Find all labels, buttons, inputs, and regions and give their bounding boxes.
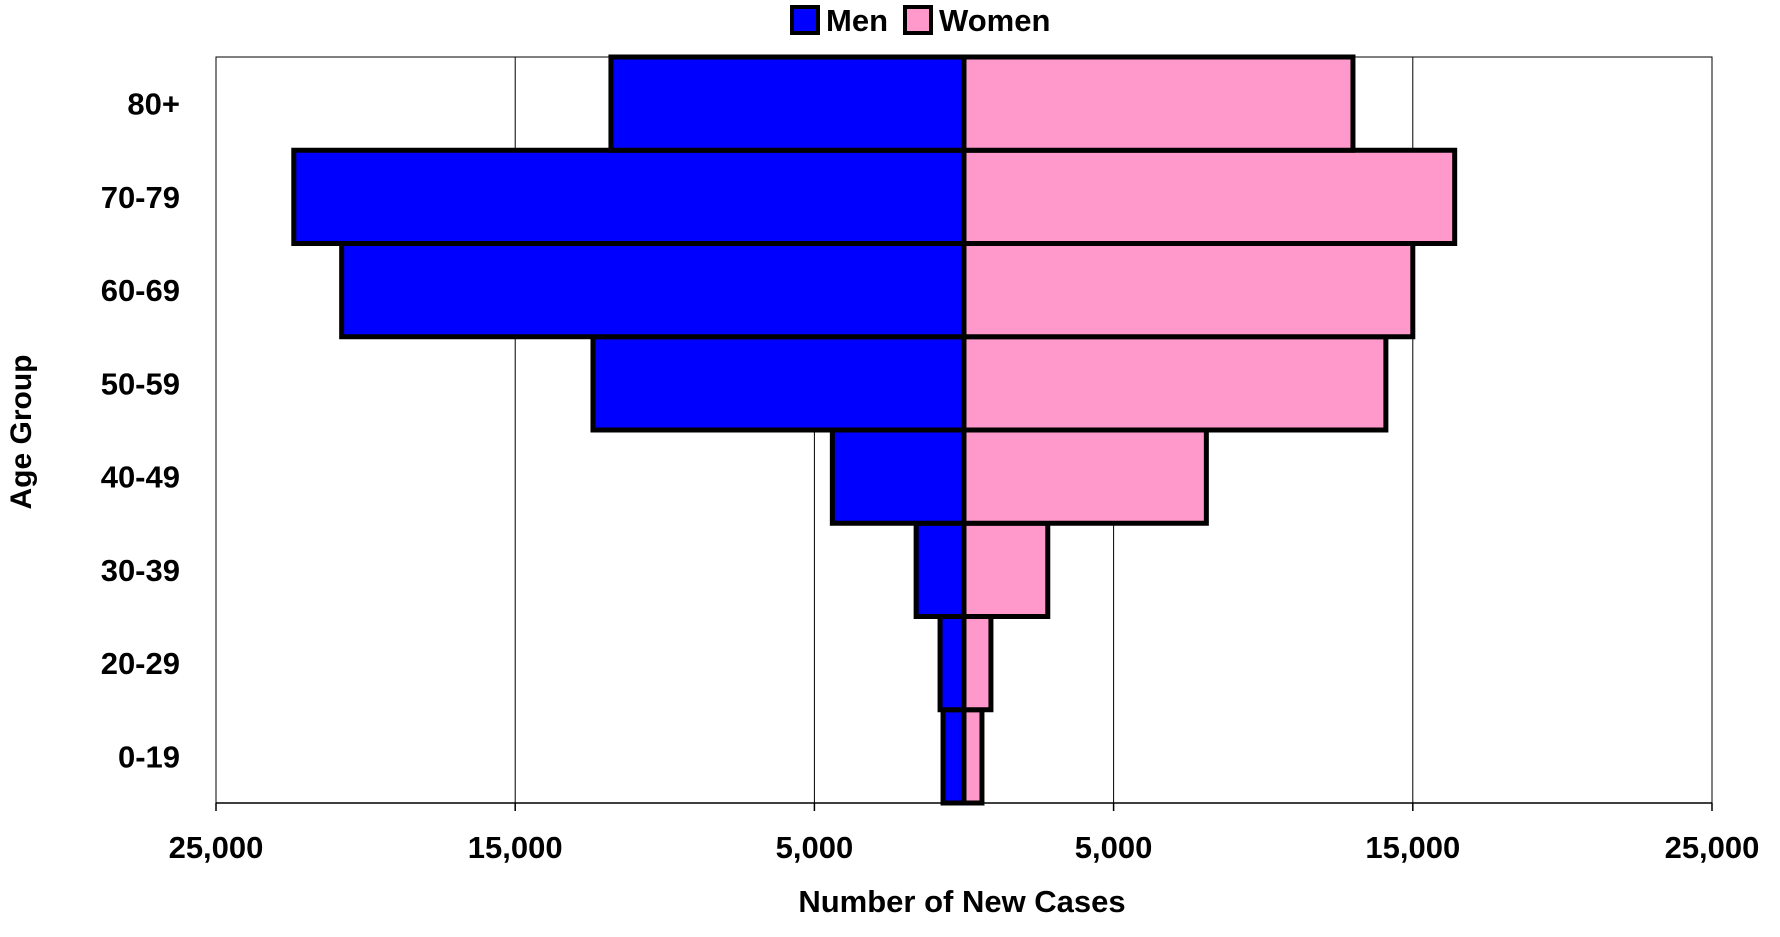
bar-women-20-29: [961, 614, 994, 713]
x-tick-label: 5,000: [776, 830, 854, 865]
bar-women-70-79: [961, 147, 1458, 246]
bar-men-30-39: [913, 520, 967, 619]
bar-men-60-69: [339, 241, 967, 340]
y-tick-labels: 0-19 20-29 30-39 40-49 50-59 60-69 70-79 80+: [101, 87, 180, 775]
legend-swatch-women: [903, 5, 933, 35]
y-tick-label: 20-29: [101, 646, 180, 681]
bar-women-0-19: [961, 707, 985, 806]
legend-swatch-men: [790, 5, 820, 35]
y-tick-label: 80+: [127, 87, 180, 122]
y-tick-label: 60-69: [101, 273, 180, 308]
y-tick-label: 0-19: [118, 739, 180, 774]
bar-men-50-59: [590, 334, 967, 433]
bar-women-40-49: [961, 427, 1209, 526]
x-axis-label: Number of New Cases: [798, 884, 1125, 919]
x-tick-label: 15,000: [468, 830, 563, 865]
bar-men-0-19: [940, 707, 967, 806]
bar-men-20-29: [937, 614, 967, 713]
bar-men-80+: [608, 54, 967, 153]
bar-women-80+: [961, 54, 1356, 153]
y-tick-label: 30-39: [101, 553, 180, 588]
bar-men-70-79: [291, 147, 967, 246]
axes: [215, 802, 1713, 811]
y-tick-label: 50-59: [101, 366, 180, 401]
bar-women-60-69: [961, 241, 1416, 340]
x-tick-label: 25,000: [169, 830, 264, 865]
x-tick-label: 15,000: [1365, 830, 1460, 865]
bars: [291, 54, 1458, 806]
bar-women-50-59: [961, 334, 1389, 433]
bar-men-40-49: [829, 427, 967, 526]
y-tick-label: 40-49: [101, 460, 180, 495]
legend: Men Women: [790, 3, 1050, 38]
legend-label-men: Men: [826, 3, 888, 38]
legend-label-women: Women: [939, 3, 1050, 38]
x-tick-label: 5,000: [1075, 830, 1153, 865]
y-tick-label: 70-79: [101, 180, 180, 215]
x-tick-labels: 25,000 15,000 5,000 5,000 15,000 25,000: [169, 830, 1760, 865]
y-axis-label: Age Group: [5, 355, 38, 510]
bar-women-30-39: [961, 520, 1051, 619]
x-tick-label: 25,000: [1665, 830, 1760, 865]
